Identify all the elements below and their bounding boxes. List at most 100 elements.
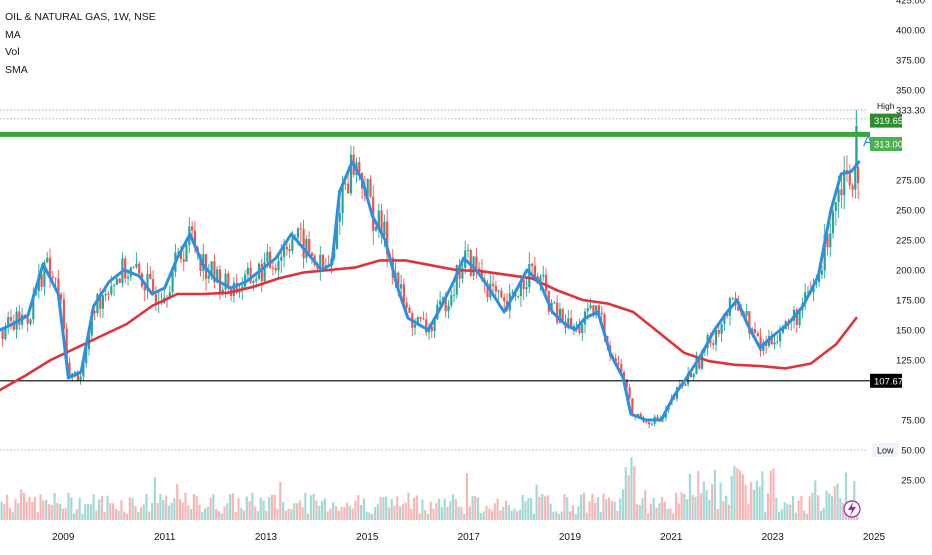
candle-body — [425, 319, 428, 333]
volume-bar — [100, 495, 103, 520]
candle-body — [497, 290, 500, 292]
volume-bar — [240, 507, 243, 520]
candle-body — [531, 263, 534, 266]
candle-body — [335, 221, 339, 249]
volume-bar — [566, 497, 569, 520]
candle-body — [366, 179, 369, 196]
candle-body — [135, 263, 138, 268]
volume-bar — [541, 493, 544, 520]
legend-sma[interactable]: SMA — [5, 63, 28, 76]
candle-body — [620, 364, 623, 372]
volume-bar — [460, 507, 463, 520]
candle-body — [405, 302, 408, 308]
volume-bar — [844, 472, 848, 520]
volume-bar — [201, 512, 204, 520]
volume-bar — [181, 502, 184, 520]
volume-bar — [518, 509, 521, 520]
volume-bar — [95, 510, 98, 520]
volume-bar — [73, 513, 76, 520]
volume-bar — [538, 496, 541, 520]
volume-bar — [842, 503, 845, 520]
candle-body — [466, 249, 470, 251]
volume-bar — [755, 480, 758, 520]
candle-body — [848, 173, 851, 186]
volume-bar — [485, 505, 488, 520]
volume-bar — [415, 495, 418, 520]
candle-body — [143, 286, 146, 291]
volume-bar — [393, 505, 396, 520]
volume-bar — [109, 503, 112, 520]
candle-body — [249, 267, 252, 283]
volume-bar — [772, 468, 775, 520]
candle-body — [54, 277, 57, 279]
candle-body — [773, 342, 776, 345]
volume-bar — [828, 493, 831, 520]
volume-bar — [817, 495, 820, 520]
x-tick-label: 2019 — [559, 532, 582, 543]
legend-vol[interactable]: Vol — [5, 46, 20, 58]
volume-bar — [153, 477, 156, 520]
candle-body — [614, 358, 617, 363]
volume-bar — [510, 510, 513, 520]
volume-bar — [298, 500, 301, 520]
volume-bar — [764, 512, 767, 520]
y-tick-label: 375.00 — [896, 56, 925, 67]
candle-body — [207, 275, 210, 279]
volume-bar — [315, 500, 318, 520]
candle-body — [132, 267, 135, 269]
candle-body — [1, 329, 4, 339]
candle-body — [319, 254, 322, 269]
candle-body — [168, 292, 171, 298]
legend-ma[interactable]: MA — [5, 28, 21, 41]
volume-bar — [376, 504, 379, 520]
candle-body — [779, 332, 782, 342]
candle-body — [383, 221, 386, 236]
volume-bar — [502, 506, 505, 520]
volume-bar — [343, 507, 346, 520]
candle-body — [302, 229, 305, 259]
volume-bar — [404, 502, 407, 520]
lightning-icon — [843, 500, 861, 518]
volume-bar — [396, 496, 399, 520]
volume-bar — [145, 494, 148, 520]
volume-bar — [248, 501, 251, 520]
volume-bar — [580, 494, 583, 520]
candle-body — [255, 278, 258, 282]
volume-bar — [655, 507, 658, 520]
y-tick-label: 425.00 — [896, 0, 925, 7]
volume-bar — [176, 484, 179, 520]
candle-body — [4, 327, 7, 339]
candle-body — [776, 341, 779, 343]
volume-bar — [173, 498, 176, 520]
volume-bar — [192, 494, 195, 520]
volume-bar — [677, 503, 680, 520]
candle-body — [745, 311, 748, 316]
volume-bar — [368, 512, 371, 520]
volume-bar — [741, 474, 744, 520]
volume-bar — [672, 513, 675, 520]
low-label: Low — [877, 446, 894, 456]
volume-bar — [251, 492, 254, 520]
volume-bar — [6, 494, 9, 520]
volume-bar — [830, 495, 834, 520]
volume-bar — [273, 494, 276, 520]
candle-body — [639, 414, 642, 418]
y-tick-label: 225.00 — [896, 236, 925, 247]
volume-bar — [139, 507, 142, 520]
volume-bar — [691, 494, 694, 520]
chart-title[interactable]: OIL & NATURAL GAS, 1W, NSE — [5, 11, 156, 23]
volume-bar — [563, 494, 566, 520]
volume-bar — [610, 501, 613, 520]
volume-bar — [647, 513, 650, 520]
y-tick-label: 275.00 — [896, 176, 925, 187]
candle-body — [199, 254, 202, 271]
volume-bar — [585, 512, 588, 520]
volume-bar — [833, 486, 836, 520]
x-tick-label: 2011 — [154, 532, 176, 543]
volume-bar — [730, 475, 733, 520]
volume-bar — [608, 497, 611, 520]
candle-body — [57, 278, 60, 295]
volume-bar — [599, 511, 602, 520]
candle-body — [756, 333, 759, 337]
